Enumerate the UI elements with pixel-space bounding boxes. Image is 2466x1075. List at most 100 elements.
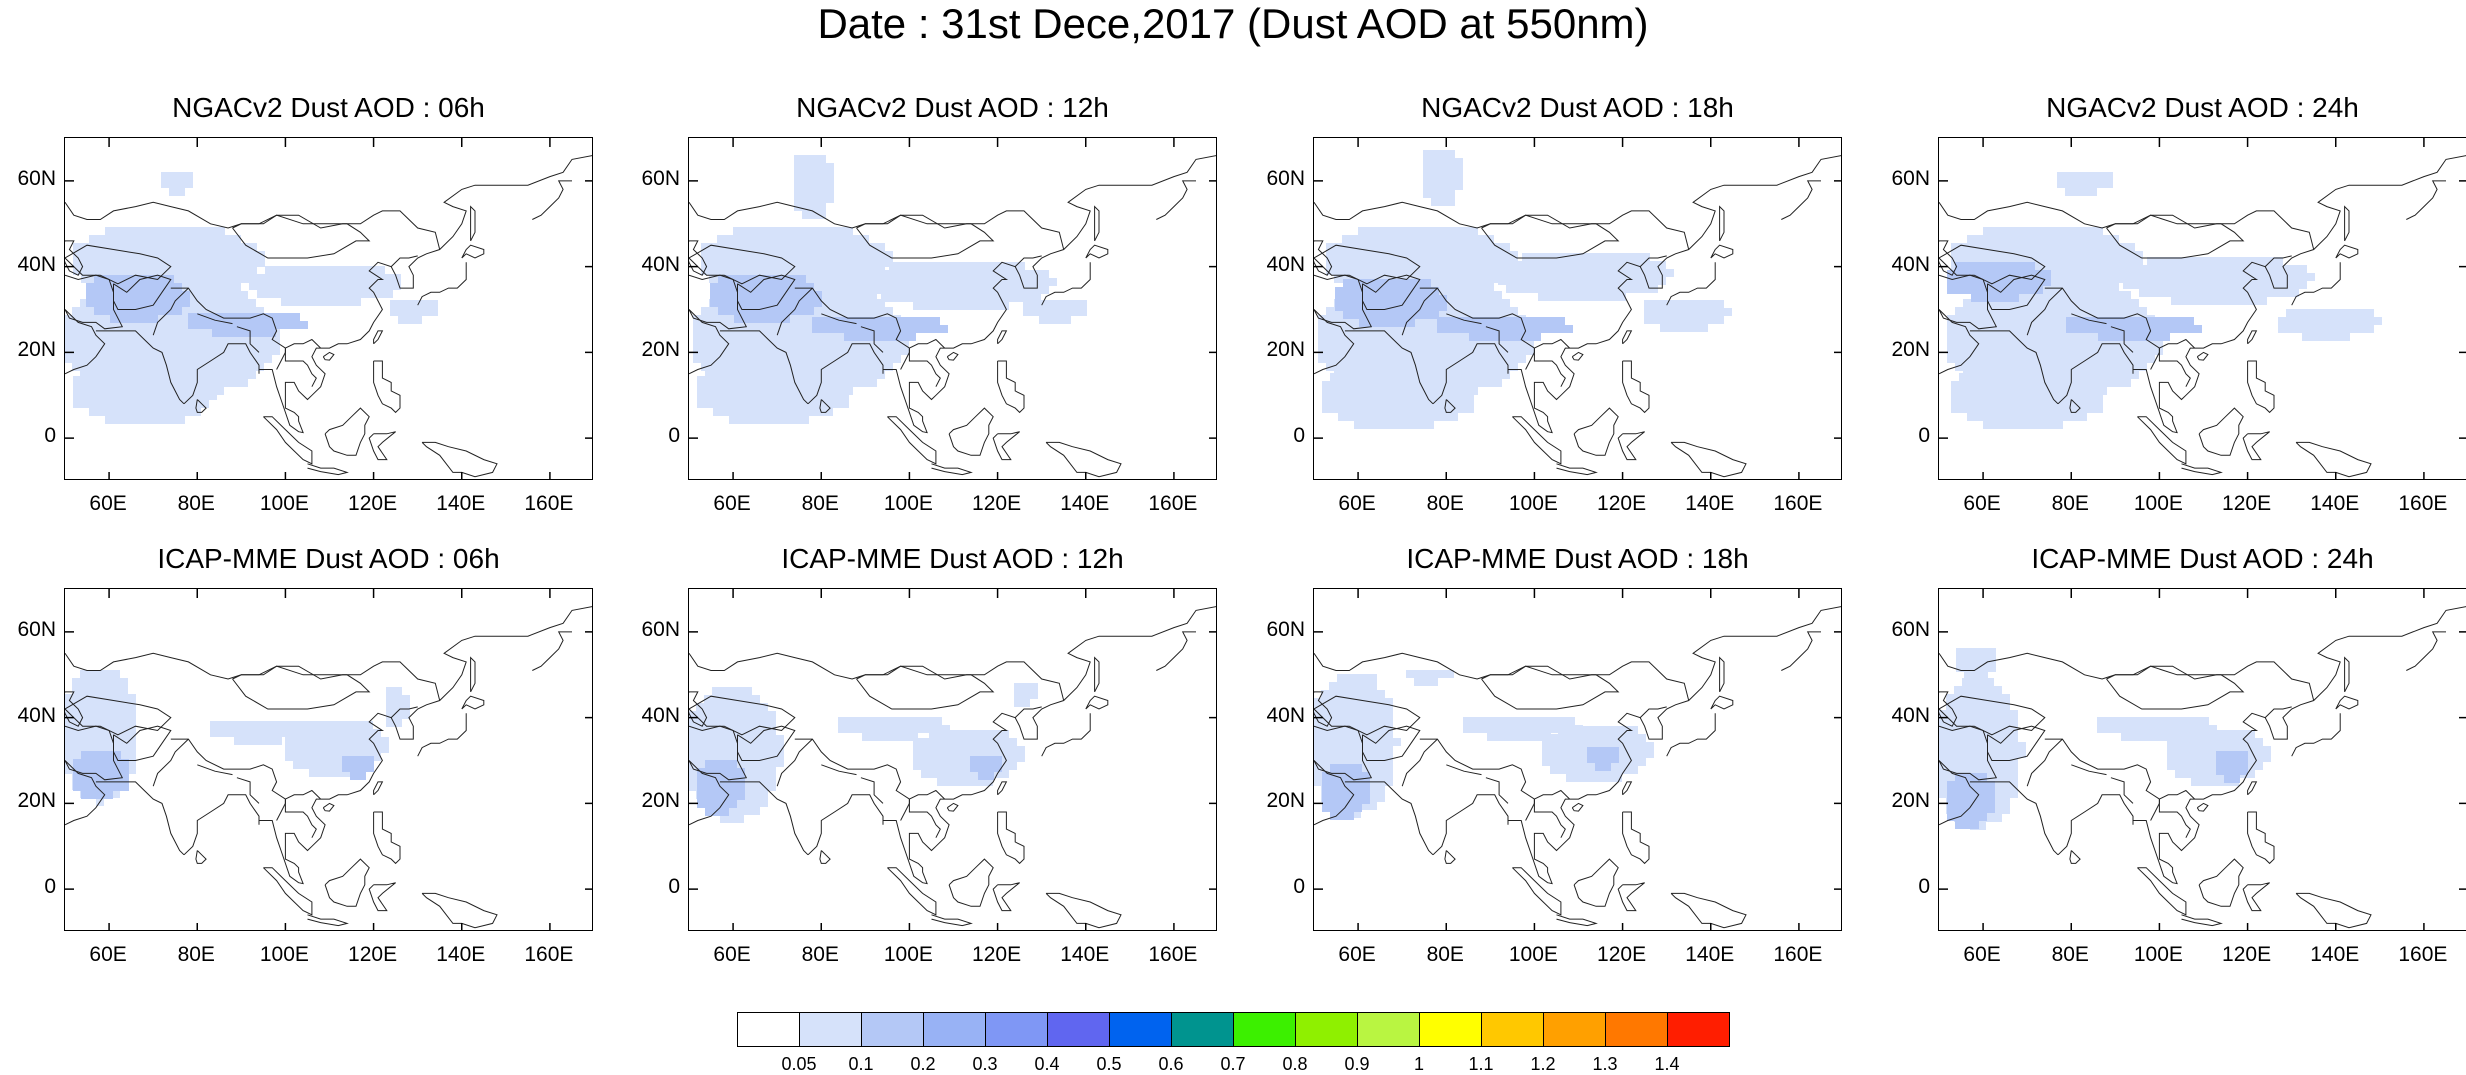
dust-aod-cell bbox=[217, 235, 225, 243]
dust-aod-cell bbox=[73, 384, 81, 392]
dust-aod-cell bbox=[2334, 317, 2342, 325]
dust-aod-cell bbox=[1486, 363, 1494, 371]
dust-aod-cell bbox=[1446, 243, 1454, 251]
dust-aod-cell bbox=[1386, 421, 1394, 429]
dust-aod-cell bbox=[2163, 281, 2171, 289]
dust-aod-cell bbox=[1466, 397, 1474, 405]
dust-aod-cell bbox=[728, 751, 736, 759]
dust-aod-cell bbox=[2083, 299, 2091, 307]
dust-aod-cell bbox=[2067, 355, 2075, 363]
dust-aod-cell bbox=[201, 235, 209, 243]
dust-aod-cell bbox=[1478, 355, 1486, 363]
dust-aod-cell bbox=[696, 759, 704, 767]
dust-aod-cell bbox=[1602, 277, 1610, 285]
dust-aod-cell bbox=[777, 384, 785, 392]
dust-aod-cell bbox=[285, 737, 293, 745]
dust-aod-cell bbox=[2302, 317, 2310, 325]
dust-aod-cell bbox=[733, 339, 741, 347]
dust-aod-cell bbox=[1610, 269, 1618, 277]
dust-aod-cell bbox=[317, 761, 325, 769]
dust-aod-cell bbox=[728, 815, 736, 823]
dust-aod-cell bbox=[2087, 267, 2095, 275]
dust-aod-cell bbox=[89, 751, 97, 759]
dust-aod-cell bbox=[1975, 413, 1983, 421]
dust-aod-cell bbox=[1946, 750, 1954, 758]
dust-aod-cell bbox=[1047, 300, 1055, 308]
dust-aod-cell bbox=[945, 738, 953, 746]
dust-aod-cell bbox=[761, 360, 769, 368]
dust-aod-cell bbox=[1447, 158, 1455, 166]
dust-aod-cell bbox=[945, 754, 953, 762]
dust-aod-cell bbox=[749, 227, 757, 235]
coastline bbox=[2248, 361, 2274, 412]
dust-aod-cell bbox=[2275, 265, 2283, 273]
dust-aod-cell bbox=[742, 299, 750, 307]
dust-aod-cell bbox=[725, 259, 733, 267]
dust-aod-cell bbox=[805, 323, 813, 331]
dust-aod-cell bbox=[2342, 317, 2350, 325]
dust-aod-cell bbox=[744, 767, 752, 775]
dust-aod-cell bbox=[725, 267, 733, 275]
dust-aod-cell bbox=[134, 299, 142, 307]
dust-aod-cell bbox=[1350, 251, 1358, 259]
dust-aod-cell bbox=[1374, 227, 1382, 235]
dust-aod-cell bbox=[1995, 331, 2003, 339]
dust-aod-cell bbox=[249, 282, 257, 290]
dust-aod-cell bbox=[1530, 269, 1538, 277]
dust-aod-cell bbox=[725, 243, 733, 251]
dust-aod-cell bbox=[225, 235, 233, 243]
dust-aod-cell bbox=[241, 259, 249, 267]
dust-aod-cell bbox=[216, 339, 224, 347]
dust-aod-cell bbox=[713, 408, 721, 416]
coastline bbox=[1720, 207, 1724, 241]
dust-aod-cell bbox=[718, 299, 726, 307]
dust-aod-cell bbox=[209, 392, 217, 400]
dust-aod-cell bbox=[1342, 235, 1350, 243]
dust-aod-cell bbox=[1494, 379, 1502, 387]
dust-aod-cell bbox=[1652, 300, 1660, 308]
dust-aod-cell bbox=[144, 323, 152, 331]
dust-aod-cell bbox=[2131, 371, 2139, 379]
dust-aod-cell bbox=[737, 360, 745, 368]
dust-aod-cell bbox=[1438, 235, 1446, 243]
dust-aod-cell bbox=[2107, 347, 2115, 355]
dust-aod-cell bbox=[1382, 339, 1390, 347]
dust-aod-cell bbox=[1570, 293, 1578, 301]
dust-aod-cell bbox=[329, 274, 337, 282]
dust-aod-cell bbox=[1610, 285, 1618, 293]
dust-aod-cell bbox=[970, 756, 978, 764]
dust-aod-cell bbox=[1394, 413, 1402, 421]
dust-aod-cell bbox=[1676, 324, 1684, 332]
dust-aod-cell bbox=[969, 286, 977, 294]
dust-aod-cell bbox=[833, 384, 841, 392]
dust-aod-cell bbox=[353, 298, 361, 306]
coastline bbox=[1095, 207, 1099, 241]
dust-aod-cell bbox=[845, 251, 853, 259]
dust-aod-cell bbox=[153, 376, 161, 384]
dust-aod-cell bbox=[720, 687, 728, 695]
dust-aod-cell bbox=[1453, 325, 1461, 333]
dust-aod-cell bbox=[2051, 355, 2059, 363]
dust-aod-cell bbox=[309, 737, 317, 745]
dust-aod-cell bbox=[226, 721, 234, 729]
dust-aod-cell bbox=[2099, 355, 2107, 363]
dust-aod-cell bbox=[2138, 325, 2146, 333]
dust-aod-cell bbox=[745, 384, 753, 392]
dust-aod-cell bbox=[161, 172, 169, 180]
dust-aod-cell bbox=[709, 251, 717, 259]
dust-aod-cell bbox=[1979, 355, 1987, 363]
dust-aod-cell bbox=[1374, 235, 1382, 243]
dust-aod-cell bbox=[217, 251, 225, 259]
dust-aod-cell bbox=[2187, 265, 2195, 273]
dust-aod-cell bbox=[1462, 259, 1470, 267]
dust-aod-cell bbox=[313, 282, 321, 290]
dust-aod-cell bbox=[209, 376, 217, 384]
dust-aod-cell bbox=[2079, 373, 2087, 381]
dust-aod-cell bbox=[777, 416, 785, 424]
dust-aod-cell bbox=[2015, 365, 2023, 373]
dust-aod-cell bbox=[1414, 227, 1422, 235]
dust-aod-cell bbox=[357, 737, 365, 745]
dust-aod-cell bbox=[88, 678, 96, 686]
dust-aod-cell bbox=[2043, 323, 2051, 331]
coastline bbox=[909, 348, 940, 387]
